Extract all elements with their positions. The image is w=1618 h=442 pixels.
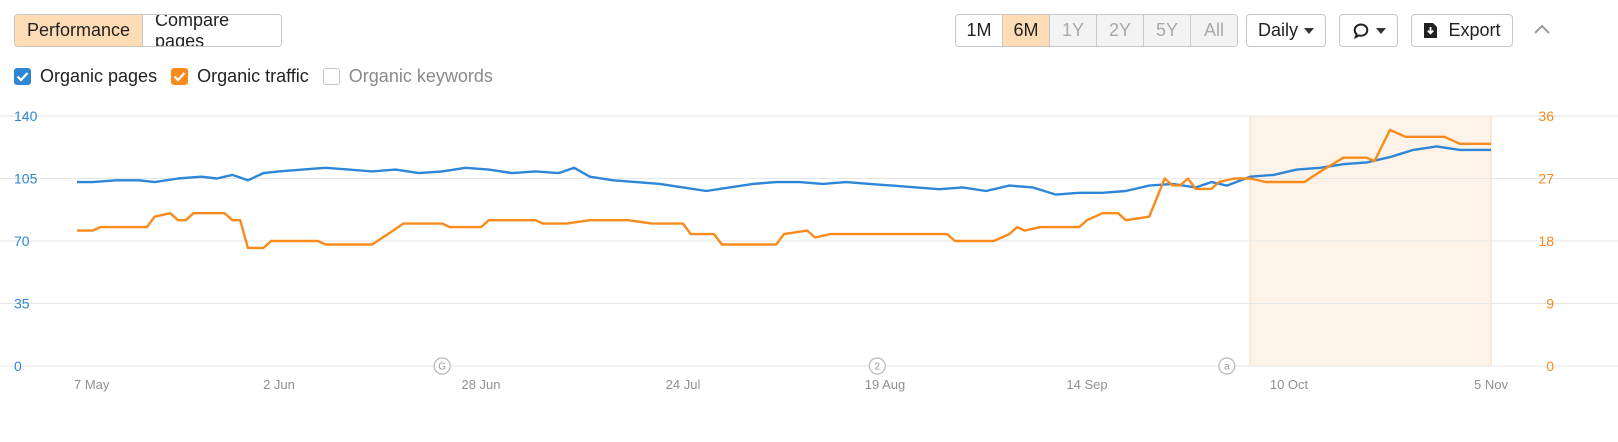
event-marker-label: a xyxy=(1224,362,1230,373)
x-tick-label: 14 Sep xyxy=(1066,377,1107,392)
x-tick-label: 10 Oct xyxy=(1270,377,1309,392)
check-icon xyxy=(16,72,29,82)
annotations-dropdown[interactable] xyxy=(1339,14,1398,47)
legend-organic-traffic[interactable]: Organic traffic xyxy=(171,66,309,87)
range-5y-button: 5Y xyxy=(1144,15,1191,46)
date-range-selector: 1M 6M 1Y 2Y 5Y All xyxy=(955,14,1238,47)
y-tick-right-label: 27 xyxy=(1538,171,1554,187)
legend-label-organic-traffic: Organic traffic xyxy=(197,66,309,86)
event-marker-label: G xyxy=(438,362,446,373)
export-label: Export xyxy=(1448,20,1501,40)
organic-traffic-line xyxy=(77,128,1491,250)
event-marker xyxy=(1218,357,1236,375)
x-tick-label: 7 May xyxy=(74,377,110,392)
x-tick-label: 2 Jun xyxy=(263,377,295,392)
x-tick-label: 5 Nov xyxy=(1474,377,1508,392)
y-tick-left-label: 0 xyxy=(14,358,22,374)
chevron-up-icon[interactable] xyxy=(1531,20,1553,38)
y-tick-left-label: 140 xyxy=(14,108,38,124)
chevron-down-icon xyxy=(1375,27,1386,34)
download-file-icon xyxy=(1424,23,1438,38)
performance-chart: 0 0 35 9 70 18 105 27 140 36 7 May 2 Jun 28 Jun 24 Ju… xyxy=(0,108,1618,392)
y-tick-right-label: 0 xyxy=(1546,358,1554,374)
legend-organic-keywords[interactable]: Organic keywords xyxy=(322,66,493,87)
check-icon xyxy=(173,72,186,82)
chevron-down-icon xyxy=(1304,27,1314,34)
view-tabs: Performance Compare pages xyxy=(14,14,282,47)
tab-performance[interactable]: Performance xyxy=(15,15,144,46)
range-1y-button: 1Y xyxy=(1050,15,1097,46)
y-tick-right-label: 18 xyxy=(1538,233,1554,249)
y-tick-right-label: 9 xyxy=(1546,296,1554,312)
x-tick-label: 24 Jul xyxy=(666,377,701,392)
comment-icon xyxy=(1353,22,1368,39)
range-6m-button[interactable]: 6M xyxy=(1003,15,1050,46)
range-2y-button: 2Y xyxy=(1097,15,1144,46)
range-1m-button[interactable]: 1M xyxy=(956,15,1003,46)
event-marker xyxy=(868,357,886,375)
y-tick-right-label: 36 xyxy=(1538,108,1554,124)
y-tick-left-label: 105 xyxy=(14,171,38,187)
checkbox-organic-pages[interactable] xyxy=(14,68,31,85)
export-button[interactable]: Export xyxy=(1411,14,1513,47)
checkbox-organic-traffic[interactable] xyxy=(171,68,189,85)
organic-pages-line xyxy=(77,145,1491,196)
y-tick-left-label: 35 xyxy=(14,296,30,312)
legend-label-organic-pages: Organic pages xyxy=(40,66,158,86)
event-marker-label: 2 xyxy=(874,362,880,373)
checkbox-organic-keywords[interactable] xyxy=(322,68,340,85)
x-tick-label: 19 Aug xyxy=(865,377,906,392)
y-tick-left-label: 70 xyxy=(14,233,30,249)
x-tick-label: 28 Jun xyxy=(461,377,500,392)
event-marker xyxy=(433,357,451,375)
legend-organic-pages[interactable]: Organic pages xyxy=(14,66,157,87)
tab-compare-pages[interactable]: Compare pages xyxy=(143,15,281,46)
chart-legend: Organic pages Organic traffic Organic ke… xyxy=(14,66,493,87)
legend-label-organic-keywords: Organic keywords xyxy=(348,66,493,86)
granularity-dropdown[interactable]: Daily xyxy=(1246,14,1326,47)
range-all-button: All xyxy=(1191,15,1237,46)
granularity-label: Daily xyxy=(1257,20,1298,40)
